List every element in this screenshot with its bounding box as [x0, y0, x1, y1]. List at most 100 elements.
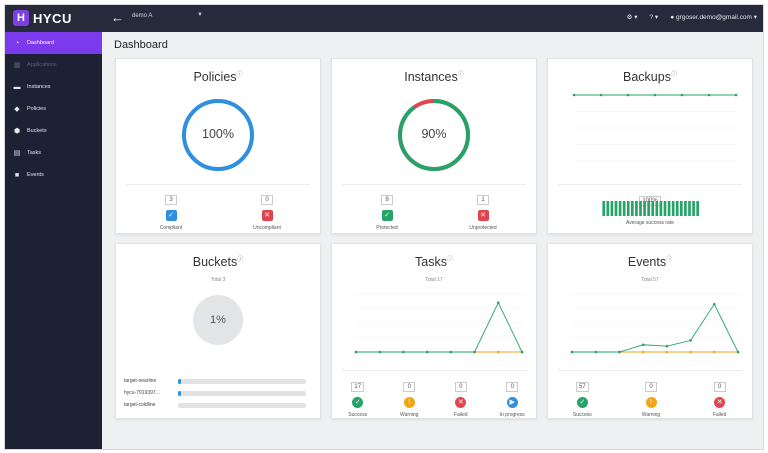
stat-label: In progress [499, 412, 525, 418]
success-rate-label: Average success rate [626, 220, 674, 226]
protected-label: Protected [376, 225, 398, 231]
chart-point [665, 350, 669, 354]
events-stat-failed[interactable]: 0 ✕ Failed [690, 375, 750, 418]
tasks-stat-in-progress[interactable]: 0 ▶ In progress [482, 375, 542, 418]
backup-bar[interactable] [614, 201, 618, 216]
backup-bar[interactable] [602, 201, 606, 216]
chart-series-line [356, 301, 523, 353]
tasks-card[interactable]: Tasksⓘ Total 17 17 ✓ Success 0! Warning 0 ✕ Fai… [331, 243, 537, 419]
instances-card[interactable]: Instancesⓘ 90% 9 ✓ Protected 1 ✕ Unprote… [331, 58, 537, 234]
failed-icon: ✕ [714, 397, 726, 408]
info-icon[interactable]: ⓘ [237, 257, 244, 263]
sidebar-item-policies[interactable]: ◆ Policies [5, 98, 102, 120]
backup-bar[interactable] [651, 201, 655, 216]
info-icon[interactable]: ⓘ [236, 72, 243, 78]
back-arrow-icon[interactable]: ← [111, 10, 124, 25]
stat-count: 0 [645, 382, 657, 392]
sidebar-item-dashboard[interactable]: ◔ Dashboard [5, 32, 102, 54]
hycu-logo[interactable]: H HYCU [13, 10, 72, 26]
info-icon[interactable]: ⓘ [666, 257, 673, 263]
progress-icon: ▶ [506, 397, 518, 408]
backup-bar[interactable] [659, 201, 663, 216]
backup-bar[interactable] [618, 201, 622, 216]
backup-bar[interactable] [684, 201, 687, 216]
stat-label: Failed [712, 412, 727, 418]
backup-bar[interactable] [688, 201, 691, 216]
protected-count: 9 [381, 195, 393, 205]
buckets-card[interactable]: Bucketsⓘ Total 3 1% target-nearline hycu-… [115, 243, 321, 419]
chart-point [572, 93, 576, 97]
events-card[interactable]: Eventsⓘ Total 57 57 ✓ Success 0! Warning 0 ✕ Fa… [547, 243, 753, 419]
info-icon[interactable]: ⓘ [446, 257, 453, 263]
unprotected-label: Unprotected [469, 225, 497, 231]
user-icon: ● [670, 14, 675, 21]
backup-bar[interactable] [643, 201, 646, 216]
stat-label: Failed [453, 412, 468, 418]
noncompliant-stat[interactable]: 0 ✕ Uncompliant [237, 188, 297, 231]
backup-bar[interactable] [655, 201, 659, 216]
tenant-selector[interactable]: demo A [132, 13, 153, 19]
sidebar-item-instances[interactable]: ▬ Instances [5, 76, 102, 98]
warning-icon: ! [403, 397, 415, 408]
backup-bar[interactable] [622, 201, 626, 216]
user-menu[interactable]: ● grgoser.demo@gmail.com ▾ [670, 14, 757, 21]
bucket-usage-fill [178, 378, 181, 384]
chart-point [641, 343, 645, 347]
bucket-usage-fill [178, 390, 181, 396]
unprotected-stat[interactable]: 1 ✕ Unprotected [453, 188, 513, 231]
bucket-row[interactable]: target-coldline [124, 400, 306, 410]
backup-bar[interactable] [626, 201, 630, 216]
backup-bar[interactable] [630, 201, 634, 216]
stat-count: 0 [506, 382, 519, 392]
chevron-down-icon[interactable]: ▼ [197, 12, 203, 18]
backup-bar[interactable] [675, 201, 679, 216]
compliant-label: Compliant [159, 225, 183, 231]
backup-bar[interactable] [610, 201, 614, 216]
chart-point [653, 93, 657, 97]
backup-bar[interactable] [663, 201, 667, 216]
backup-bar[interactable] [696, 201, 699, 216]
backups-card[interactable]: Backupsⓘ 100% Average success rate [547, 58, 753, 234]
backup-bar[interactable] [635, 201, 638, 216]
chart-point [689, 350, 692, 354]
compliant-count: 3 [165, 195, 177, 205]
page-title: Dashboard [114, 39, 168, 51]
backup-bar[interactable] [667, 201, 671, 216]
check-icon: ✓ [576, 397, 588, 408]
sidebar-item-tasks[interactable]: ▤ Tasks [5, 142, 102, 164]
tasks-stat-success[interactable]: 17 ✓ Success [328, 375, 388, 418]
backup-bar[interactable] [679, 201, 683, 216]
tasks-stat-failed[interactable]: 0 ✕ Failed [431, 375, 491, 418]
help-menu[interactable]: ? ▾ [649, 14, 659, 21]
bucket-row[interactable]: target-nearline [124, 376, 306, 386]
backup-bar[interactable] [647, 201, 650, 216]
backup-bar[interactable] [671, 201, 675, 216]
sidebar-item-label: Events [27, 172, 44, 178]
settings-menu[interactable]: ⚙ ▾ [626, 14, 638, 21]
tasks-stat-warning[interactable]: 0! Warning [379, 375, 439, 418]
protected-stat[interactable]: 9 ✓ Protected [357, 188, 417, 231]
sidebar-item-buckets[interactable]: ⬢ Buckets [5, 120, 102, 142]
bucket-name: target-nearline [124, 378, 157, 384]
tasks-line-chart [354, 293, 524, 354]
compliant-stat[interactable]: 3 ✓ Compliant [141, 188, 201, 231]
check-icon: ✓ [352, 397, 364, 408]
backup-bar[interactable] [606, 201, 610, 216]
logo-mark: H [13, 10, 29, 26]
stat-label: Warning [400, 412, 419, 418]
sidebar-item-events[interactable]: ■ Events [5, 164, 102, 186]
backup-bar[interactable] [639, 201, 642, 216]
chart-point [734, 93, 738, 97]
bucket-row[interactable]: hycu-7919397... [124, 388, 306, 398]
info-icon[interactable]: ⓘ [670, 72, 677, 78]
events-stat-success[interactable]: 57 ✓ Success [552, 375, 612, 418]
bucket-name: hycu-7919397... [124, 390, 160, 396]
chart-point [570, 350, 574, 354]
sidebar-item-label: Tasks [27, 150, 42, 156]
policies-card[interactable]: Policiesⓘ 100% 3 ✓ Compliant 0 ✕ Uncompl… [115, 58, 321, 234]
events-stat-warning[interactable]: 0! Warning [621, 375, 681, 418]
backup-bar[interactable] [692, 201, 695, 216]
logo-text: HYCU [33, 10, 72, 26]
chart-point [354, 350, 358, 354]
info-icon[interactable]: ⓘ [457, 72, 464, 78]
